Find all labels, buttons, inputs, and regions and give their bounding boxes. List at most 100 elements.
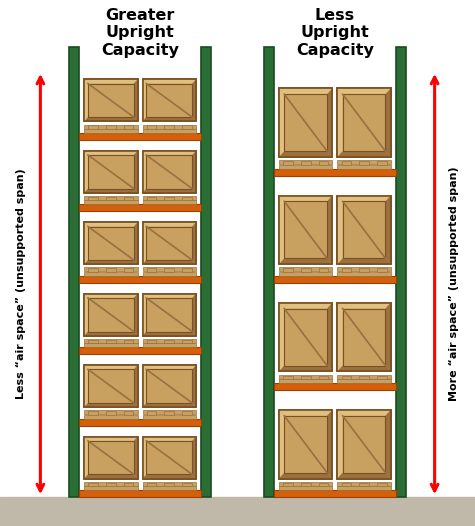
Bar (274, 276, 396, 283)
Bar (337, 486, 391, 490)
Bar (142, 294, 196, 336)
Bar (337, 160, 391, 164)
Bar (79, 490, 201, 497)
Bar (337, 165, 391, 169)
Bar (274, 383, 396, 390)
Bar (84, 486, 138, 490)
Bar (142, 410, 196, 414)
Bar (142, 79, 196, 122)
Bar (164, 483, 174, 486)
Polygon shape (142, 331, 196, 336)
Bar (106, 483, 116, 486)
Bar (84, 272, 138, 276)
Polygon shape (84, 437, 138, 441)
Bar (79, 347, 201, 354)
Bar (88, 340, 98, 343)
Polygon shape (192, 437, 196, 479)
Polygon shape (142, 365, 196, 369)
Polygon shape (134, 79, 138, 122)
Bar (359, 161, 369, 165)
Polygon shape (279, 302, 332, 309)
Text: Less
Upright
Capacity: Less Upright Capacity (296, 8, 374, 58)
Bar (182, 268, 192, 272)
Polygon shape (385, 302, 391, 371)
Bar (279, 196, 332, 264)
Bar (342, 416, 385, 473)
Bar (342, 161, 351, 165)
Bar (106, 340, 116, 343)
Bar (164, 197, 174, 200)
Bar (106, 268, 116, 272)
Bar (142, 125, 196, 128)
Bar (84, 151, 138, 193)
Bar (342, 483, 351, 486)
Polygon shape (192, 294, 196, 336)
Bar (142, 151, 196, 193)
Bar (337, 375, 391, 379)
Bar (337, 88, 391, 157)
Polygon shape (279, 410, 332, 416)
Bar (182, 411, 192, 414)
Polygon shape (84, 403, 138, 407)
Bar (342, 309, 385, 366)
Bar (164, 340, 174, 343)
Bar (79, 133, 201, 140)
Bar (142, 79, 196, 122)
Bar (88, 197, 98, 200)
Bar (301, 268, 311, 272)
Bar (337, 196, 391, 264)
Polygon shape (327, 88, 332, 157)
Bar (182, 197, 192, 200)
Bar (279, 375, 332, 379)
Bar (337, 482, 391, 486)
Bar (283, 483, 293, 486)
Bar (84, 365, 138, 407)
Bar (182, 483, 192, 486)
Bar (377, 483, 387, 486)
Bar (84, 79, 138, 122)
Bar (79, 419, 201, 426)
Polygon shape (142, 79, 146, 122)
Polygon shape (279, 196, 332, 201)
Bar (279, 196, 332, 264)
Bar (84, 200, 138, 205)
Bar (283, 161, 293, 165)
Bar (84, 365, 138, 407)
Polygon shape (84, 365, 138, 369)
Bar (79, 205, 201, 211)
Polygon shape (142, 79, 196, 84)
Bar (337, 302, 391, 371)
Bar (279, 379, 332, 383)
Bar (84, 196, 138, 200)
Bar (142, 437, 196, 479)
Bar (147, 268, 156, 272)
Bar (359, 376, 369, 379)
Polygon shape (84, 151, 138, 155)
Bar (142, 482, 196, 486)
Bar (279, 486, 332, 490)
Bar (337, 302, 391, 371)
Bar (146, 155, 192, 189)
Polygon shape (142, 222, 196, 227)
Polygon shape (385, 196, 391, 264)
Polygon shape (337, 88, 391, 94)
Polygon shape (134, 151, 138, 193)
Bar (142, 222, 196, 264)
Polygon shape (142, 365, 146, 407)
Bar (84, 482, 138, 486)
Bar (337, 410, 391, 479)
Bar (88, 369, 134, 403)
Polygon shape (142, 437, 146, 479)
Bar (264, 47, 274, 497)
Bar (146, 369, 192, 403)
Polygon shape (142, 294, 146, 336)
Polygon shape (337, 473, 391, 479)
Polygon shape (279, 410, 285, 479)
Polygon shape (327, 410, 332, 479)
Bar (279, 267, 332, 271)
Polygon shape (84, 294, 138, 298)
Bar (142, 365, 196, 407)
Bar (319, 161, 328, 165)
Polygon shape (84, 222, 138, 227)
Bar (88, 441, 134, 474)
